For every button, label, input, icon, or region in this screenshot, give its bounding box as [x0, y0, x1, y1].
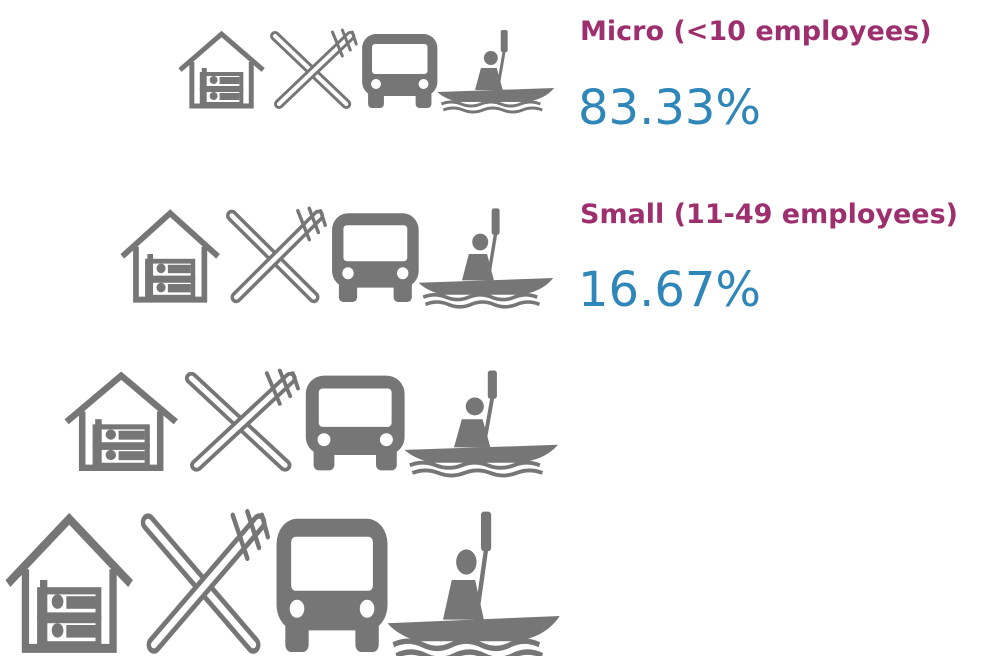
category-label: Micro (<10 employees) — [580, 16, 932, 47]
icon-row — [67, 371, 558, 476]
icon-row — [8, 512, 560, 656]
icon-row — [180, 30, 554, 112]
percentage: 83.33% — [578, 80, 761, 136]
category-label: Small (11-49 employees) — [580, 199, 958, 230]
percentage: 16.67% — [578, 262, 761, 318]
icon-row — [122, 208, 553, 306]
